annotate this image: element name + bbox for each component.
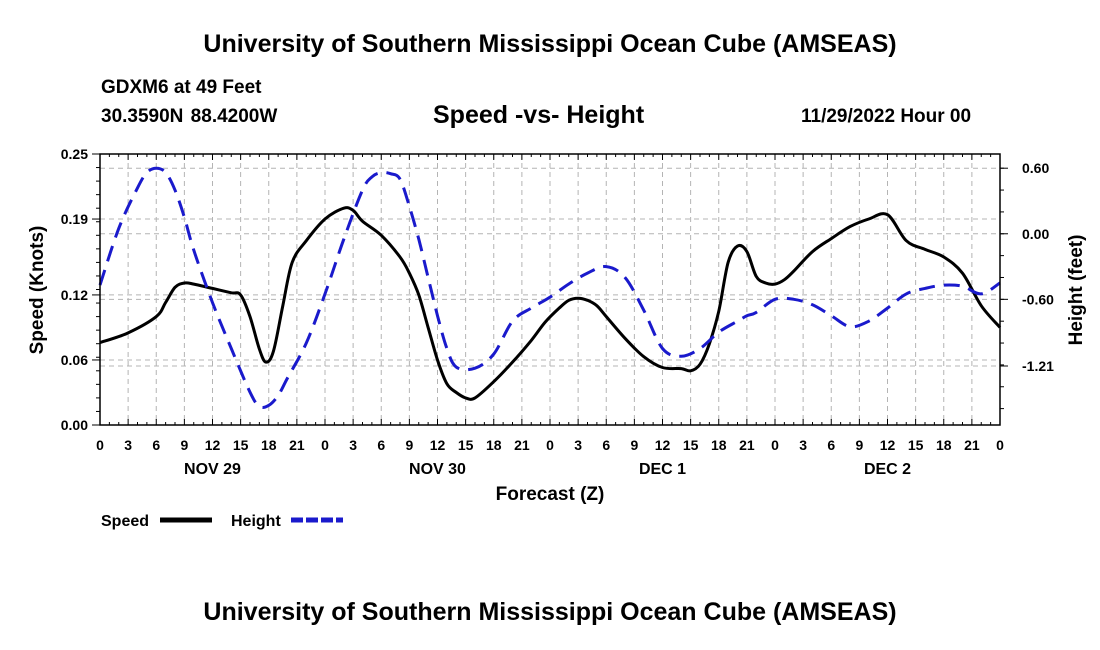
y-tick-label: 0.12 <box>61 287 88 303</box>
issued-date-label: 11/29/2022 Hour 00 <box>801 106 972 127</box>
x-tick-label: 0 <box>996 437 1004 453</box>
legend-label-speed: Speed <box>101 513 149 530</box>
x-tick-label: 6 <box>602 437 610 453</box>
x-axis-title: Forecast (Z) <box>496 484 605 505</box>
x-tick-label: 3 <box>799 437 807 453</box>
x-tick-label: 18 <box>261 437 277 453</box>
y-tick-label: 0.06 <box>61 352 88 368</box>
grid <box>100 154 1000 425</box>
y-tick-label: 0.19 <box>61 211 88 227</box>
x-tick-label: 6 <box>827 437 835 453</box>
y-tick-label: 0.25 <box>61 146 88 162</box>
x-tick-label: 0 <box>771 437 779 453</box>
y-axis-title: Speed (Knots) <box>27 226 48 355</box>
series-line-height <box>98 166 1001 410</box>
chart-subtitle: Speed -vs- Height <box>433 101 645 129</box>
x-tick-label: 0 <box>546 437 554 453</box>
x-tick-label: 15 <box>683 437 699 453</box>
x-tick-label: 9 <box>180 437 188 453</box>
y2-axis-title: Height (feet) <box>1066 235 1087 346</box>
day-label: DEC 1 <box>639 461 686 478</box>
day-label: DEC 2 <box>864 461 911 478</box>
x-tick-label: 9 <box>405 437 413 453</box>
x-tick-label: 9 <box>630 437 638 453</box>
y2-tick-label: -0.60 <box>1022 291 1054 307</box>
legend-label-height: Height <box>231 513 281 530</box>
day-label: NOV 30 <box>409 461 466 478</box>
station-label: GDXM6 at 49 Feet <box>101 77 262 98</box>
day-label: NOV 29 <box>184 461 241 478</box>
x-tick-label: 0 <box>96 437 104 453</box>
x-tick-label: 6 <box>377 437 385 453</box>
x-tick-label: 21 <box>964 437 980 453</box>
x-tick-label: 12 <box>430 437 446 453</box>
x-tick-label: 15 <box>908 437 924 453</box>
axes: 0 3 6 9 12 15 18 21 0 3 6 9 12 15 18 21 0 3 6 9 12 15 18 21 0 3 6 9… <box>27 146 1087 505</box>
x-tick-label: 0 <box>321 437 329 453</box>
coordinates-label: 30.3590N 88.4200W <box>101 106 278 127</box>
x-tick-label: 15 <box>233 437 249 453</box>
x-tick-label: 12 <box>205 437 221 453</box>
x-tick-label: 3 <box>574 437 582 453</box>
y2-tick-label: -1.21 <box>1022 358 1054 374</box>
y-tick-label: 0.00 <box>61 417 88 433</box>
x-tick-label: 3 <box>124 437 132 453</box>
x-tick-label: 18 <box>486 437 502 453</box>
x-tick-label: 6 <box>152 437 160 453</box>
x-tick-label: 21 <box>739 437 755 453</box>
x-tick-label: 12 <box>655 437 671 453</box>
series-line-speed <box>99 206 1002 401</box>
chart-title-top: University of Southern Mississippi Ocean… <box>203 30 897 58</box>
legend: Speed Height <box>101 513 343 530</box>
x-tick-label: 9 <box>855 437 863 453</box>
y2-tick-label: 0.60 <box>1022 160 1049 176</box>
y2-tick-label: 0.00 <box>1022 226 1049 242</box>
x-tick-label: 18 <box>936 437 952 453</box>
x-tick-label: 15 <box>458 437 474 453</box>
x-tick-label: 12 <box>880 437 896 453</box>
x-tick-label: 18 <box>711 437 727 453</box>
chart-title-bottom: University of Southern Mississippi Ocean… <box>203 598 897 626</box>
x-tick-label: 3 <box>349 437 357 453</box>
x-tick-label: 21 <box>514 437 530 453</box>
x-tick-label: 21 <box>289 437 305 453</box>
series-layer <box>98 166 1002 410</box>
